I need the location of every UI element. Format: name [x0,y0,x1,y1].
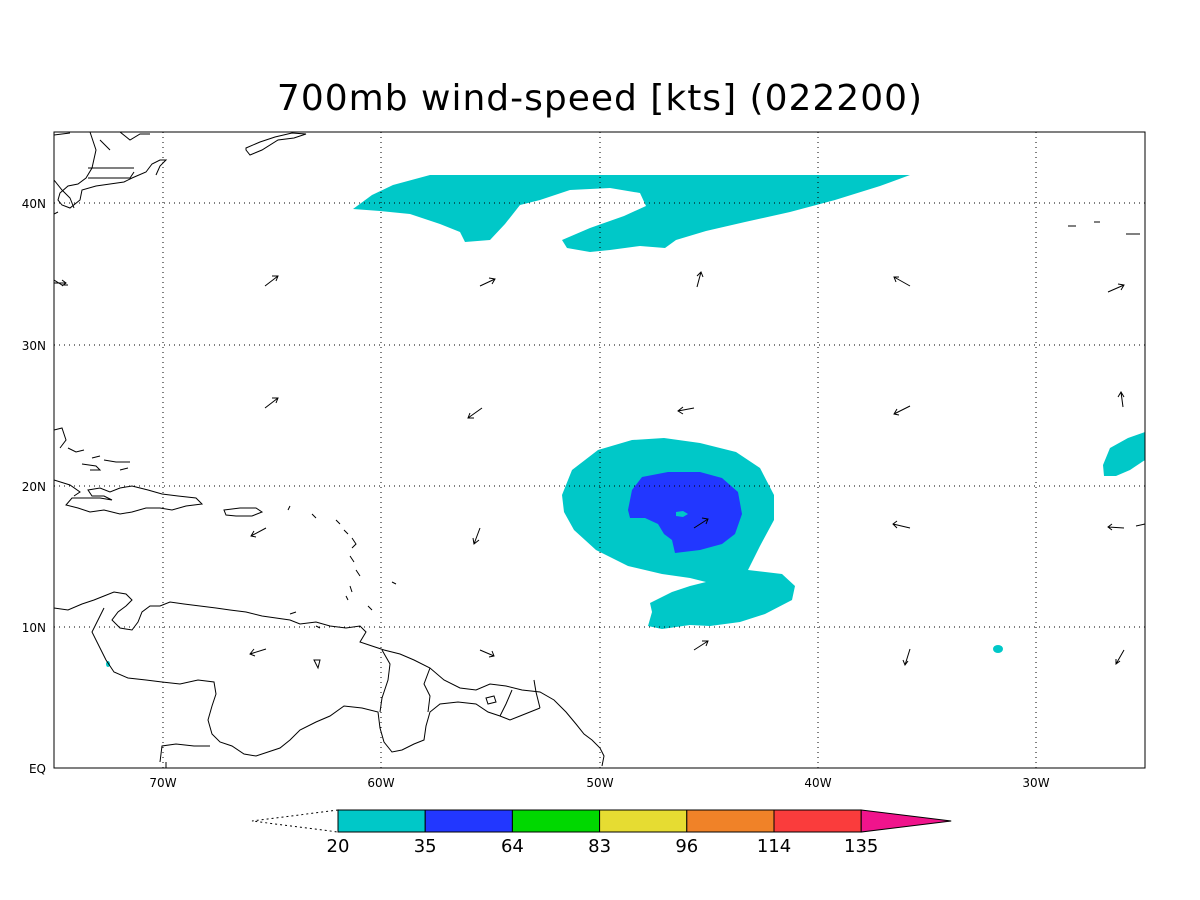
coastline-puerto-rico [223,507,264,517]
colorbar-box [424,809,513,833]
colorbar-low-triangle [251,809,339,833]
wind-band-20-35-north [353,175,910,252]
lat-label: 30N [22,339,46,353]
wind-vector [250,527,267,538]
colorbar-threshold-label: 135 [844,836,878,857]
colorbar-box [337,809,426,833]
coastline-azores [1068,221,1140,235]
map-frame [53,131,1146,769]
wind-vectors [54,271,1125,667]
wind-band-20-35-east [1103,432,1145,476]
coastline-africa-edge [1135,523,1145,527]
coastline-nova-scotia [245,132,307,156]
map-title: 700mb wind-speed [kts] (022200) [276,78,924,119]
lon-label: 70W [149,776,176,790]
colorbar-high-triangle [860,809,952,833]
coastline-bahamas [67,447,130,471]
lat-label: 20N [22,480,46,494]
grid-lines [54,132,1145,768]
colorbar-box [599,809,688,833]
wind-vector [479,649,495,658]
coastline-lake [313,659,497,705]
colorbar-threshold-label: 96 [675,836,698,857]
colorbar-threshold-label: 114 [757,836,791,857]
wind-vector [249,648,267,657]
map-plot-area [54,132,1145,768]
coastline-venezuela [54,591,605,767]
wind-vector [902,648,911,667]
lon-label: 50W [586,776,613,790]
wind-vector [693,517,709,529]
wind-vector [1107,283,1125,293]
lat-axis-labels: 40N 30N 20N 10N EQ [22,197,46,776]
wind-vector [677,406,695,415]
colorbar-box [686,809,775,833]
wind-vector [696,271,704,288]
colorbar-labels: 20 35 64 83 96 114 135 [327,836,879,857]
wind-vector [693,640,709,651]
colorbar-box [773,809,862,833]
wind-spot-tiny [106,661,110,667]
colorbar-boxes [337,809,952,833]
colorbar-box [511,809,601,833]
wind-vector [892,520,911,529]
lon-label: 40W [804,776,831,790]
coastline-cuba [54,479,81,497]
coastlines [54,132,1145,768]
wind-vector [893,276,911,287]
wind-vector [54,279,67,287]
colorbar-threshold-label: 20 [327,836,350,857]
wind-vector [1115,649,1125,665]
lon-label: 30W [1022,776,1049,790]
colorbar-threshold-label: 83 [588,836,611,857]
lat-label: 40N [22,197,46,211]
coastline-north-america-2 [88,132,150,179]
lat-label: EQ [29,762,46,776]
wind-vector [479,277,496,287]
wind-eye [676,511,688,517]
colorbar: 20 35 64 83 96 114 135 [251,809,952,857]
wind-vector [264,275,279,287]
lat-label: 10N [22,621,46,635]
wind-vector [893,405,911,416]
wind-vector [467,407,483,419]
coastline-hispaniola [65,485,204,515]
wind-vector [264,397,279,409]
wind-vector [1117,391,1125,408]
wind-spot-small [993,645,1003,653]
coastline-lesser-antilles [287,505,397,629]
coastline-south-america-interior [91,607,541,768]
lon-label: 60W [367,776,394,790]
coastline-north-america [54,132,168,209]
wind-vector [1107,523,1125,531]
colorbar-threshold-label: 35 [414,836,437,857]
colorbar-threshold-label: 64 [501,836,524,857]
lon-axis-labels: 70W 60W 50W 40W 30W [149,776,1049,790]
coastline-southeast-us [54,179,75,449]
wind-vector [472,527,481,545]
wind-shading [106,175,1145,667]
